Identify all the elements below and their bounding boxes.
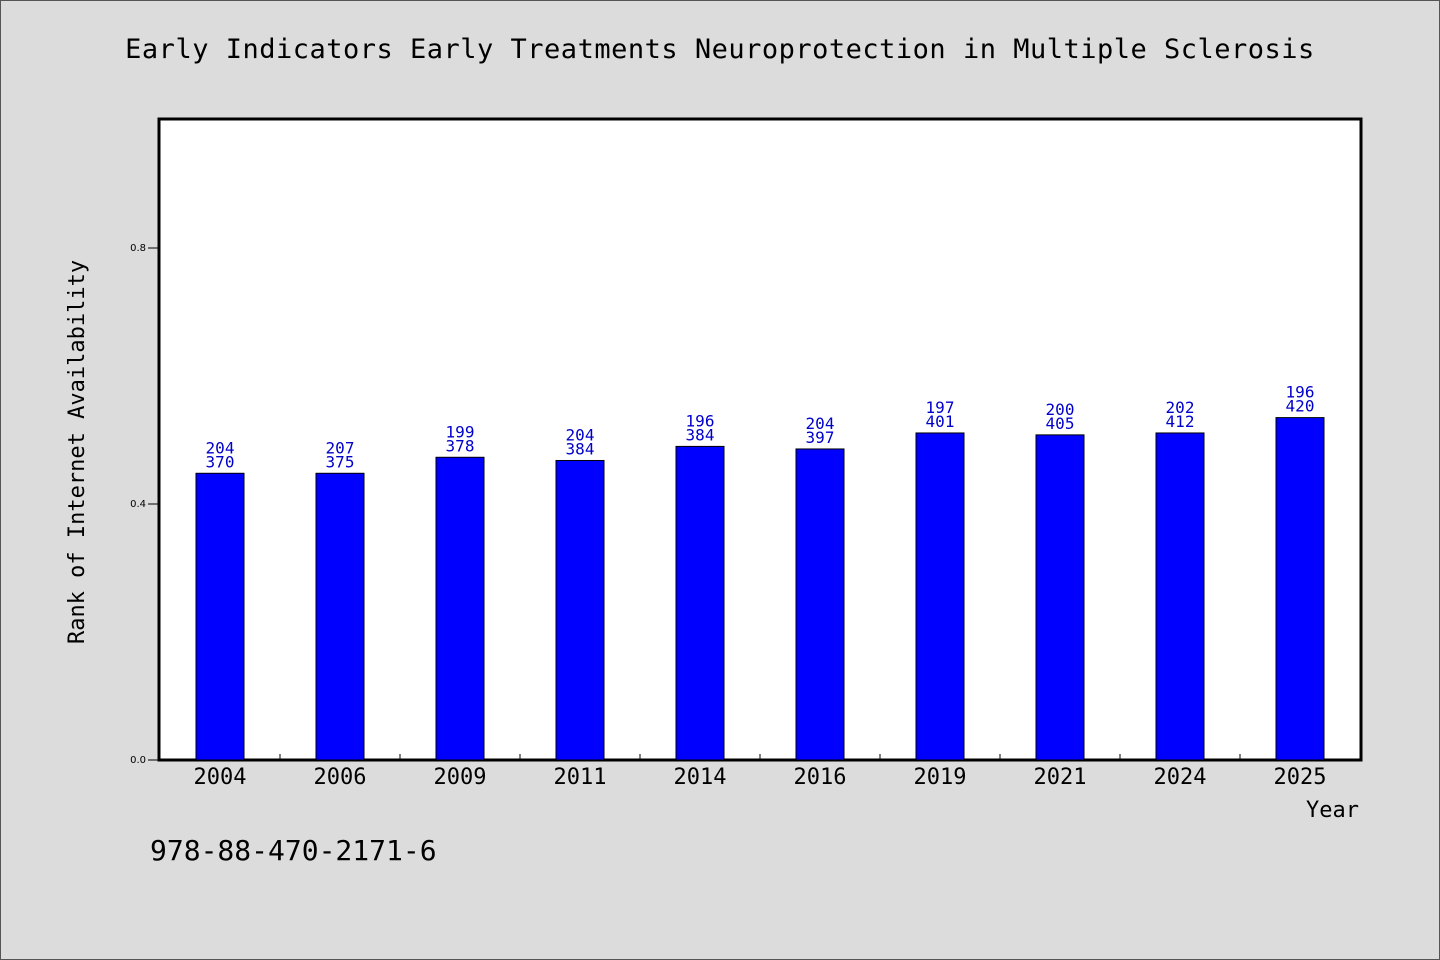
x-tick-label: 2004	[194, 765, 247, 790]
bar-data-label-top: 200	[1046, 400, 1075, 419]
bar-data-label-bottom: 378	[446, 436, 475, 455]
x-tick-label: 2019	[914, 765, 967, 790]
bar-data-label-bottom: 384	[566, 439, 595, 458]
x-tick-label: 2021	[1034, 765, 1087, 790]
chart-title: Early Indicators Early Treatments Neurop…	[125, 34, 1315, 65]
bar	[675, 445, 725, 761]
x-tick-label: 2016	[794, 765, 847, 790]
bar-data-label-bottom: 401	[926, 412, 955, 431]
x-tick-label: 2025	[1274, 765, 1327, 790]
y-tick-label: 0.0	[130, 755, 146, 766]
y-tick-label: 0.4	[130, 499, 146, 510]
bar	[435, 456, 485, 761]
bar-data-label-top: 197	[926, 398, 955, 417]
y-ticks-group: 0.0 0.4 0.8	[130, 243, 160, 766]
bar	[195, 472, 245, 761]
x-ticks-group: 2004 2006 2009 2011 2014 2016 2019 2021 2024 2025	[194, 754, 1327, 790]
y-tick-label: 0.8	[130, 243, 146, 254]
x-tick-label: 2006	[314, 765, 367, 790]
bar-data-label-top: 204	[566, 425, 595, 444]
x-tick-label: 2009	[434, 765, 487, 790]
bars-group: 2043702073751993782043841963842043971974…	[195, 383, 1325, 761]
bar-data-label-top: 202	[1166, 398, 1195, 417]
bar-data-label-top: 196	[686, 411, 715, 430]
x-tick-label: 2011	[554, 765, 607, 790]
bar-data-label-top: 199	[446, 422, 475, 441]
bar	[1275, 417, 1325, 761]
bar-data-label-top: 204	[206, 438, 235, 457]
bar-data-label-top: 196	[1286, 383, 1315, 402]
x-tick-label: 2014	[674, 765, 727, 790]
bar-data-label-bottom: 397	[806, 428, 835, 447]
bar	[1155, 432, 1205, 761]
bar-data-label-bottom: 420	[1286, 397, 1315, 416]
bar	[315, 472, 365, 761]
x-tick-label: 2024	[1154, 765, 1207, 790]
bar	[795, 448, 845, 761]
bar-data-label-bottom: 370	[206, 452, 235, 471]
y-axis-label: Rank of Internet Availability	[65, 260, 90, 644]
bar-data-label-top: 204	[806, 414, 835, 433]
bar-data-label-top: 207	[326, 438, 355, 457]
bar	[555, 459, 605, 761]
bar-data-label-bottom: 375	[326, 452, 355, 471]
bar-data-label-bottom: 405	[1046, 414, 1075, 433]
bar-data-label-bottom: 412	[1166, 412, 1195, 431]
bar	[915, 432, 965, 761]
x-axis-label: Year	[1306, 798, 1359, 823]
isbn-label: 978-88-470-2171-6	[150, 834, 437, 867]
bar-data-label-bottom: 384	[686, 425, 715, 444]
bar	[1035, 434, 1085, 761]
